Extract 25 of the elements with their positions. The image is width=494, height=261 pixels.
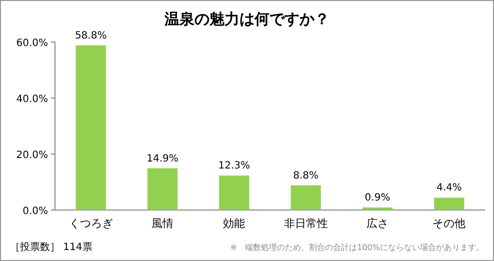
bar [434, 198, 464, 210]
data-label: 12.3% [218, 160, 250, 172]
text: ※ 端数処理のため、割合の合計は100%にならない場合があります。 [230, 243, 484, 252]
y-tick-label: 0.0% [22, 206, 48, 217]
bar [76, 45, 106, 210]
data-label: 4.4% [436, 182, 462, 194]
x-tick-label: その他 [432, 217, 466, 230]
text: ［投票数］ 114票 [10, 241, 92, 253]
data-label: 58.8% [74, 30, 107, 42]
bar [290, 185, 321, 210]
y-tick-label: 60.0% [16, 38, 48, 49]
bar [219, 176, 250, 210]
data-label: 14.9% [146, 153, 178, 164]
data-label: 8.8% [293, 170, 319, 182]
data-label: 0.9% [364, 192, 390, 204]
x-tick-label: 効能 [223, 217, 246, 230]
x-tick-label: 風情 [152, 217, 174, 230]
bar [147, 168, 178, 210]
y-tick-label: 20.0% [16, 150, 48, 161]
x-tick-label: くつろぎ [68, 217, 113, 230]
y-tick-label: 40.0% [16, 94, 48, 105]
x-tick-label: 広さ [366, 217, 388, 230]
bar [362, 207, 393, 210]
chart-title: 温泉の魅力は何ですか？ [164, 10, 330, 28]
x-tick-label: 非日常性 [284, 217, 328, 230]
